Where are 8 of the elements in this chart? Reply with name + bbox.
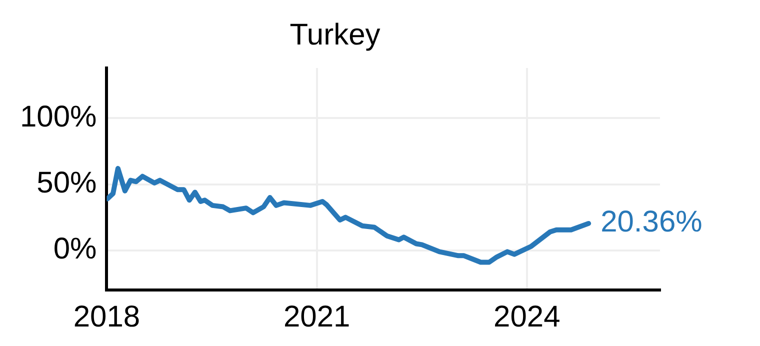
chart-title: Turkey xyxy=(290,18,380,52)
y-tick-label: 50% xyxy=(36,166,97,200)
x-tick-label: 2021 xyxy=(283,300,350,334)
y-tick-label: 0% xyxy=(53,232,97,266)
x-tick-label: 2018 xyxy=(73,300,140,334)
y-tick-label: 100% xyxy=(20,100,97,134)
annotation: 20.36% xyxy=(600,206,702,239)
x-tick-label: 2024 xyxy=(494,300,560,334)
